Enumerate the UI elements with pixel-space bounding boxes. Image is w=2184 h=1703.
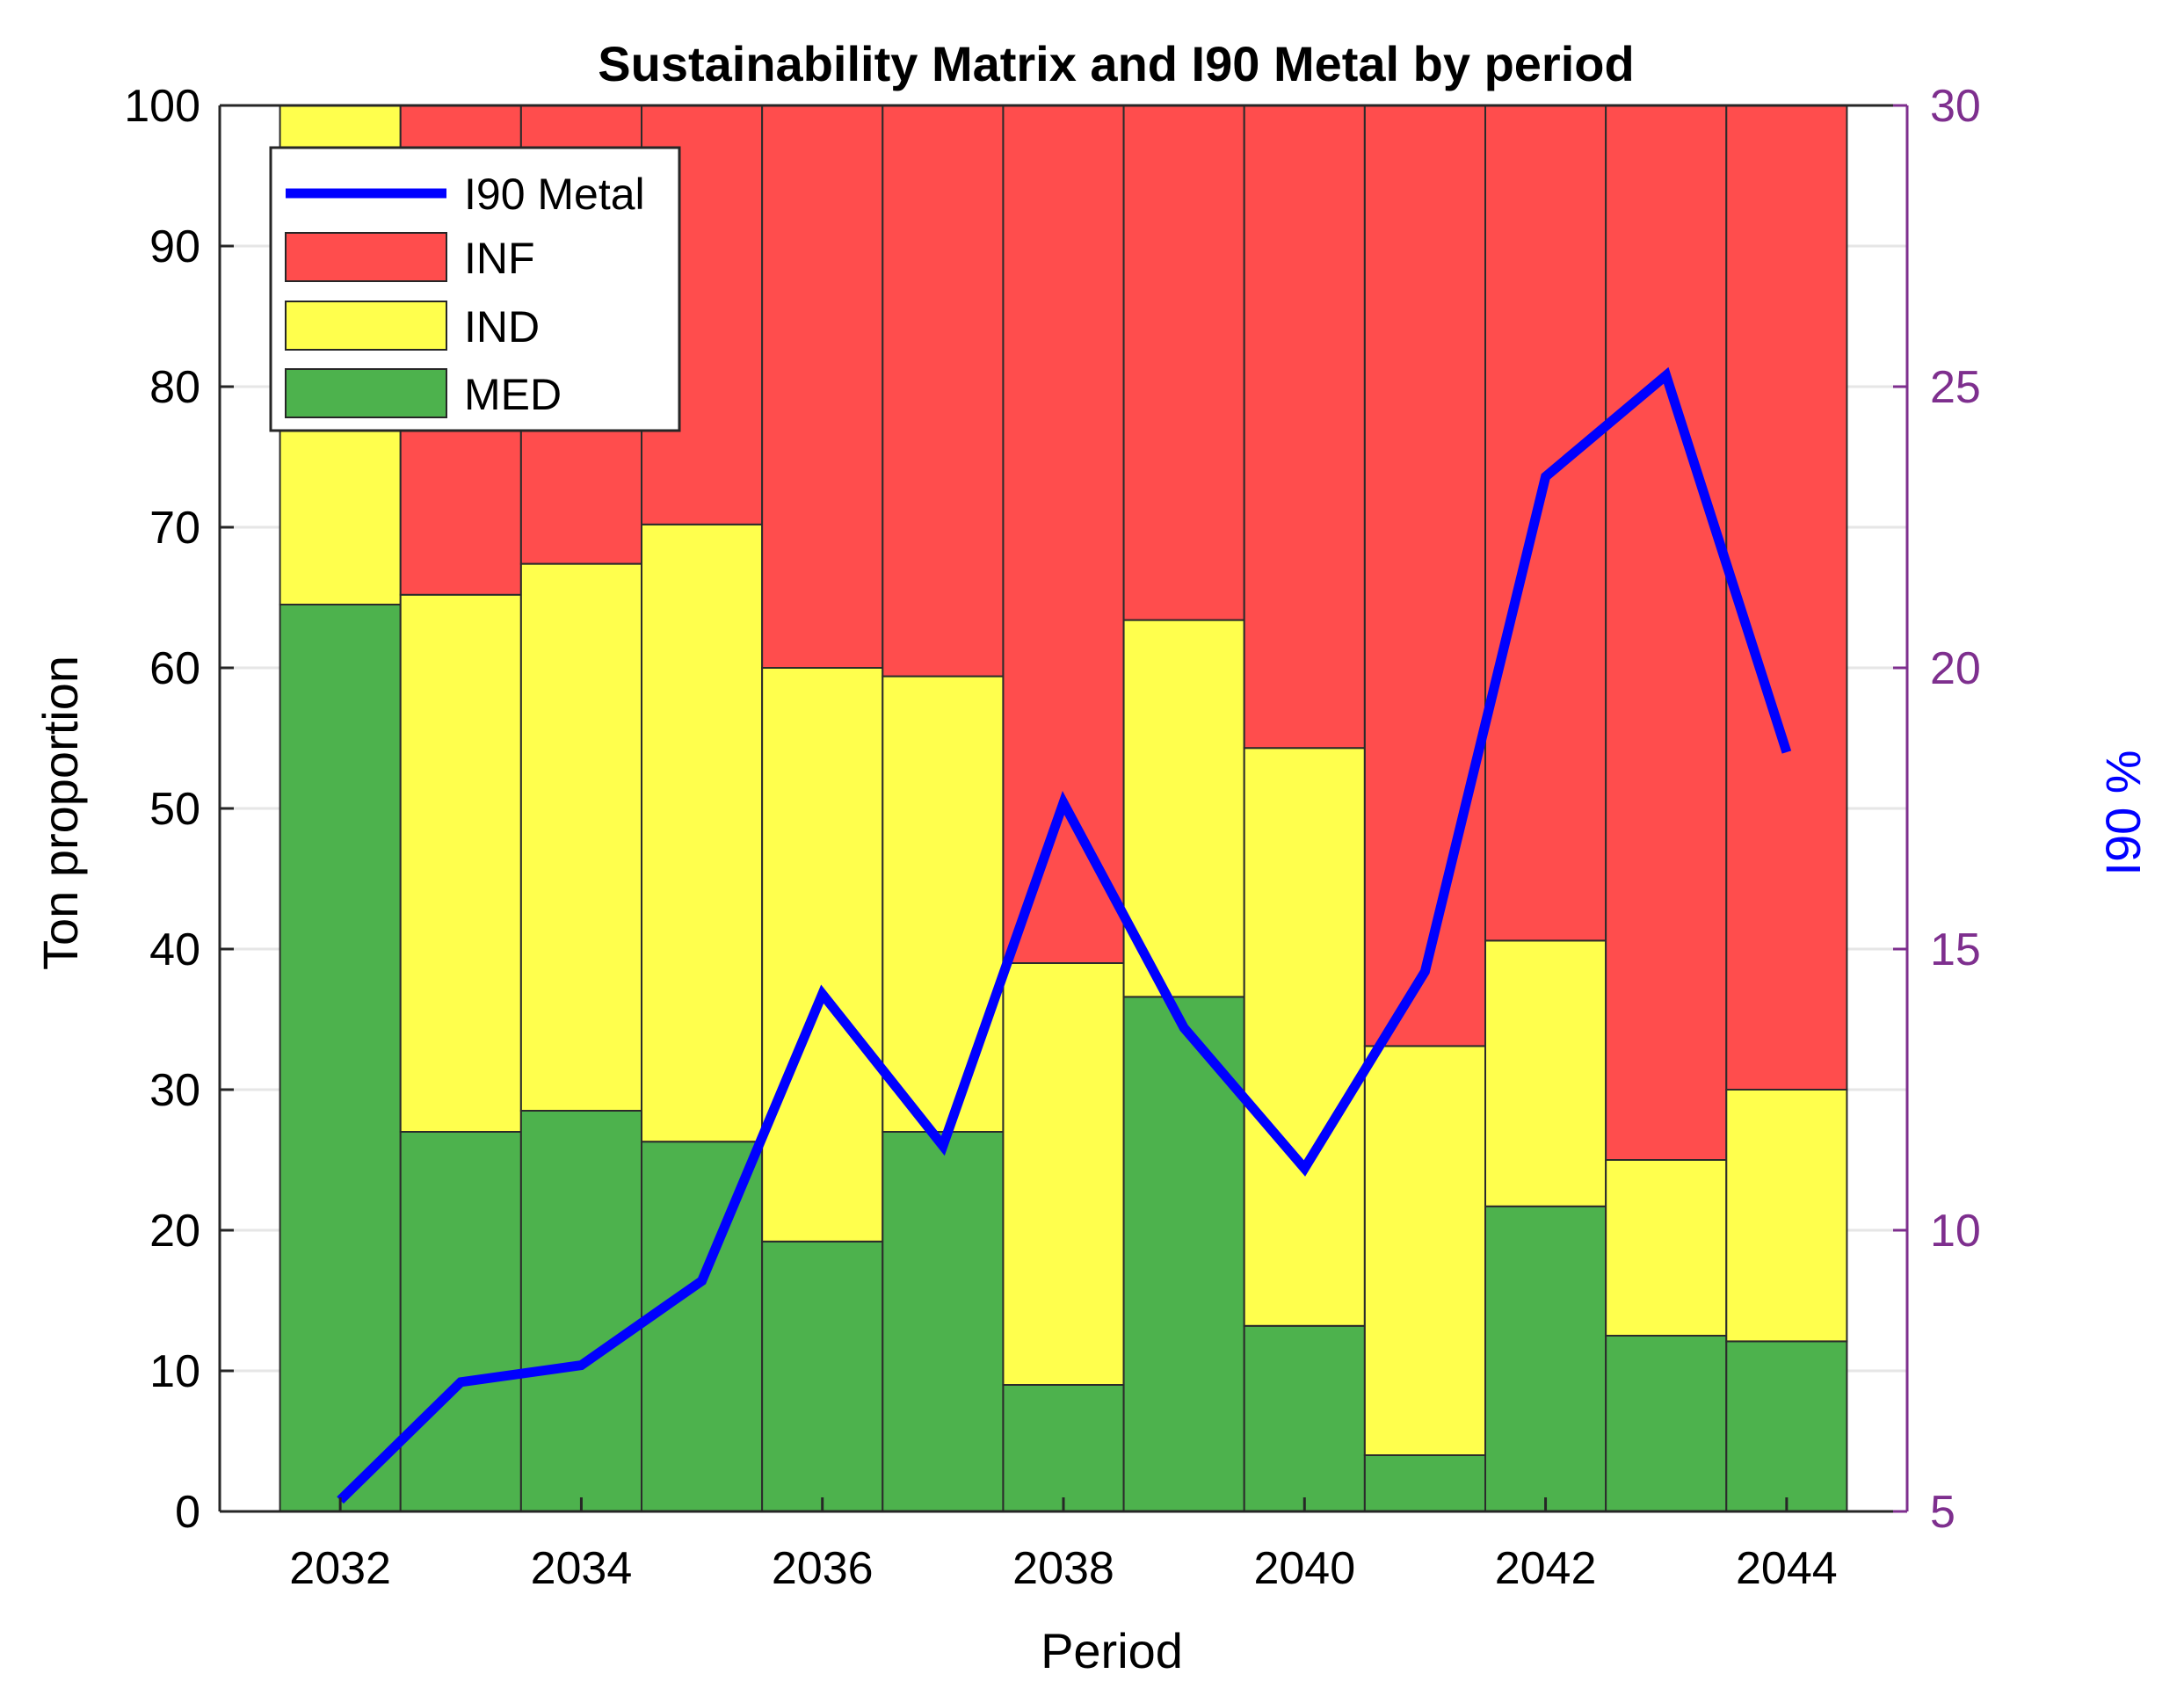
legend-label-med: MED — [464, 370, 562, 419]
y-tick-label: 30 — [149, 1065, 200, 1116]
bar-ind-2041 — [1363, 1045, 1487, 1457]
y2-tick-label: 15 — [1930, 924, 1981, 975]
y-tick-label: 50 — [149, 784, 200, 835]
y-tick-label: 10 — [149, 1346, 200, 1397]
bar-ind-2042 — [1484, 939, 1607, 1207]
bar-ind-2037 — [882, 675, 1005, 1133]
y-tick-label: 80 — [149, 362, 200, 413]
bar-inf-2036 — [761, 105, 884, 669]
bar-med-2033 — [399, 1131, 522, 1512]
legend-label-ind: IND — [464, 302, 540, 351]
y-tick-label: 70 — [149, 503, 200, 554]
x-tick-label: 2034 — [531, 1543, 633, 1594]
x-tick-label: 2044 — [1736, 1543, 1838, 1594]
bar-med-2035 — [641, 1141, 764, 1512]
bar-ind-2044 — [1725, 1089, 1848, 1343]
bar-med-2044 — [1725, 1340, 1848, 1513]
bar-ind-2036 — [761, 667, 884, 1243]
bar-ind-2034 — [519, 562, 642, 1112]
bar-ind-2035 — [641, 523, 764, 1143]
bar-inf-2037 — [882, 105, 1005, 678]
legend-label-i90: I90 Metal — [464, 170, 645, 219]
legend-swatch-ind — [285, 301, 447, 351]
bar-ind-2038 — [1002, 962, 1125, 1386]
bar-inf-2038 — [1002, 105, 1125, 964]
bar-ind-2033 — [399, 593, 522, 1133]
bar-inf-2042 — [1484, 105, 1607, 942]
bar-inf-2044 — [1725, 105, 1848, 1091]
y-tick-label: 0 — [175, 1487, 200, 1538]
x-tick-label: 2040 — [1253, 1543, 1355, 1594]
x-tick-label: 2042 — [1495, 1543, 1597, 1594]
legend-swatch-inf — [285, 232, 447, 282]
i90-metal-line — [337, 366, 1792, 1504]
x-tick-label: 2038 — [1012, 1543, 1114, 1594]
y2-tick-label: 30 — [1930, 81, 1981, 132]
y-tick-label: 100 — [124, 81, 200, 132]
bar-med-2039 — [1122, 996, 1245, 1512]
bar-ind-2040 — [1243, 747, 1366, 1327]
y2-axis-label: I90 % — [2095, 750, 2151, 875]
y-tick-label: 60 — [149, 643, 200, 694]
bar-med-2038 — [1002, 1384, 1125, 1512]
bar-inf-2039 — [1122, 105, 1245, 621]
bar-med-2042 — [1484, 1205, 1607, 1513]
bar-med-2040 — [1243, 1324, 1366, 1513]
legend: I90 Metal INF IND MED — [269, 146, 681, 432]
bar-med-2032 — [279, 604, 402, 1512]
bar-inf-2043 — [1605, 105, 1728, 1161]
bar-med-2034 — [519, 1110, 642, 1512]
bar-inf-2040 — [1243, 105, 1366, 750]
bar-med-2036 — [761, 1240, 884, 1513]
bar-med-2041 — [1363, 1454, 1487, 1512]
y2-tick-label: 25 — [1930, 362, 1981, 413]
bar-ind-2043 — [1605, 1159, 1728, 1337]
y2-tick-label: 10 — [1930, 1206, 1981, 1257]
line-layer — [337, 366, 1792, 1504]
chart-title: Sustainability Matrix and I90 Metal by p… — [598, 36, 1634, 91]
bar-ind-2039 — [1122, 619, 1245, 998]
y-tick-label: 90 — [149, 221, 200, 272]
y2-tick-label: 20 — [1930, 643, 1981, 694]
x-tick-label: 2036 — [772, 1543, 874, 1594]
bar-med-2043 — [1605, 1335, 1728, 1512]
y2-tick-label: 5 — [1930, 1487, 1955, 1538]
x-tick-label: 2032 — [289, 1543, 391, 1594]
y-tick-label: 20 — [149, 1206, 200, 1257]
ticks-layer: 0 10 20 30 40 50 60 70 80 90 100 5 10 15 20 25 30 2032 203… — [124, 81, 1981, 1594]
legend-swatch-med — [285, 368, 447, 418]
y-tick-label: 40 — [149, 924, 200, 975]
bars-layer — [279, 105, 1848, 1513]
bar-inf-2041 — [1363, 105, 1487, 1047]
y-axis-label: Ton proportion — [33, 656, 88, 970]
x-axis-label: Period — [1041, 1623, 1183, 1678]
legend-label-inf: INF — [464, 234, 535, 283]
bar-med-2037 — [882, 1131, 1005, 1512]
